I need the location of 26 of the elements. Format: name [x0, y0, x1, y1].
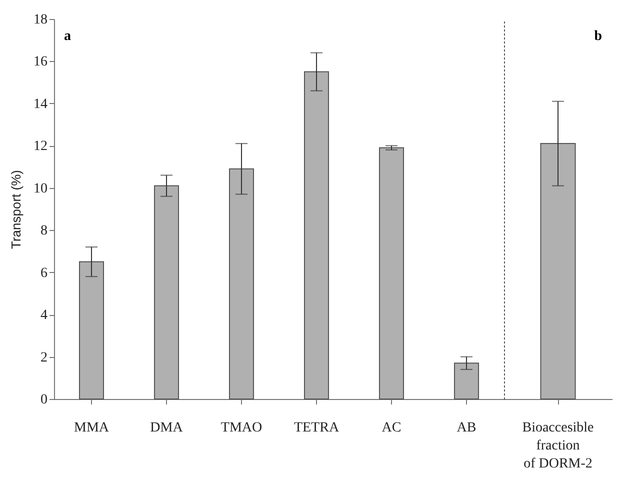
annotation: a: [64, 29, 71, 44]
x-tick-label: DMA: [150, 420, 184, 436]
y-tick-label: 12: [34, 139, 48, 154]
y-tick-label: 16: [34, 54, 48, 70]
bar: [229, 168, 254, 400]
y-tick-label: 4: [40, 308, 48, 324]
x-tick-label: AC: [382, 420, 402, 436]
x-tick-label: MMA: [74, 420, 110, 436]
annotation: b: [594, 29, 602, 44]
y-tick-label: 2: [40, 350, 48, 366]
bar: [454, 362, 479, 400]
bar: [379, 147, 404, 400]
y-tick-label: 8: [40, 224, 48, 239]
y-tick-label: 18: [34, 12, 48, 28]
bar: [304, 71, 329, 400]
y-tick-label: 10: [34, 181, 48, 196]
bar: [154, 185, 179, 400]
x-tick-label: TETRA: [294, 420, 340, 436]
y-tick-label: 14: [34, 96, 48, 112]
x-tick-label: Bioaccesible fraction of DORM-2: [522, 420, 594, 472]
y-axis-title: Transport (%): [8, 170, 24, 249]
y-tick-label: 0: [40, 392, 48, 408]
x-tick-label: TMAO: [220, 420, 262, 436]
bar: [79, 261, 104, 400]
x-tick-label: AB: [456, 420, 476, 436]
y-tick-label: 6: [40, 266, 48, 281]
